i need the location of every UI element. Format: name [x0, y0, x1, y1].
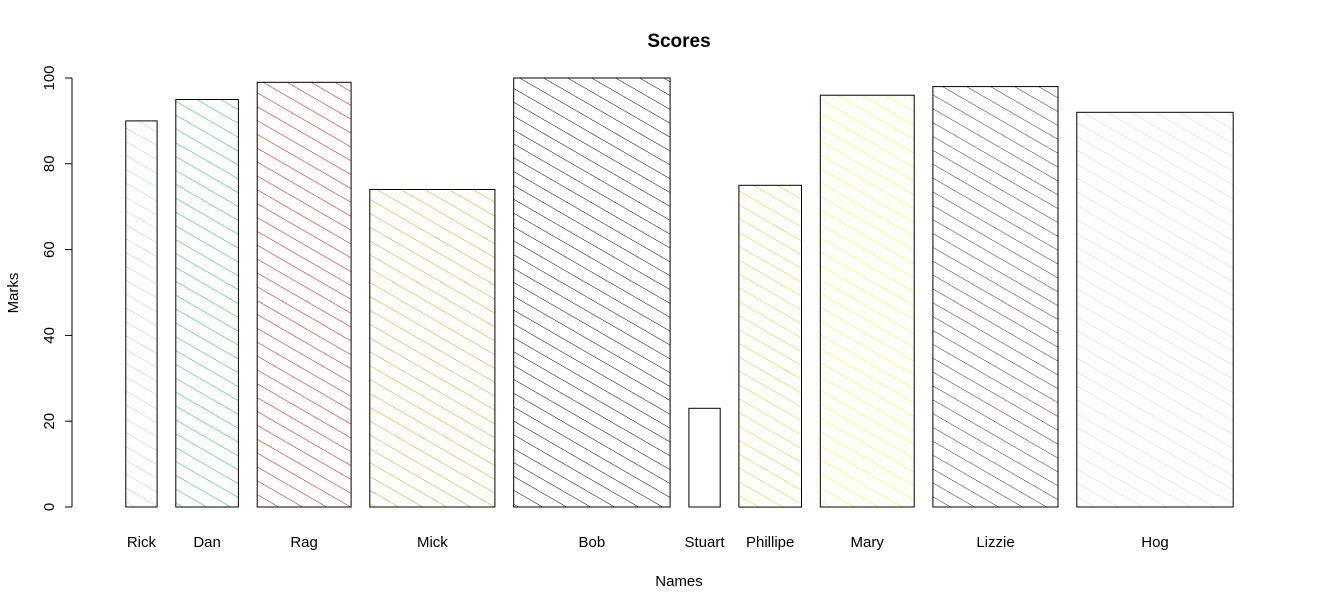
- x-tick-label-phillipe: Phillipe: [746, 534, 794, 551]
- y-axis-label: Marks: [5, 273, 22, 314]
- bar-bob: [513, 77, 671, 508]
- x-tick-label-dan: Dan: [193, 534, 221, 551]
- y-tick-label: 20: [41, 413, 58, 430]
- x-tick-label-rag: Rag: [290, 534, 318, 551]
- y-tick-label: 60: [41, 241, 58, 258]
- bar-mick: [369, 189, 496, 508]
- bar-dan: [175, 99, 239, 508]
- y-tick-label: 80: [41, 155, 58, 172]
- y-axis: 0 20 40 60 80 100: [41, 65, 73, 511]
- x-tick-label-bob: Bob: [579, 534, 606, 551]
- bars: [125, 77, 1234, 508]
- y-tick-label: 100: [41, 65, 58, 90]
- bar-rag: [256, 81, 352, 508]
- x-tick-label-stuart: Stuart: [684, 534, 725, 551]
- bar-lizzie: [932, 86, 1059, 508]
- x-tick-label-hog: Hog: [1141, 534, 1169, 551]
- y-tick-label: 40: [41, 327, 58, 344]
- x-tick-label-rick: Rick: [127, 534, 157, 551]
- bar-phillipe: [738, 184, 803, 508]
- bar-stuart: [688, 407, 721, 508]
- x-tick-label-mary: Mary: [851, 534, 885, 551]
- x-tick-label-lizzie: Lizzie: [976, 534, 1014, 551]
- x-tick-label-mick: Mick: [417, 534, 448, 551]
- bar-rick: [125, 120, 158, 508]
- y-tick-label: 0: [41, 503, 58, 511]
- chart-title: Scores: [647, 31, 710, 52]
- x-axis-label: Names: [655, 573, 703, 590]
- category-labels: Rick Dan Rag Mick Bob Stuart Phillipe Mary Lizzi…: [127, 534, 1169, 551]
- bar-hog: [1076, 111, 1234, 508]
- bar-mary: [819, 94, 915, 508]
